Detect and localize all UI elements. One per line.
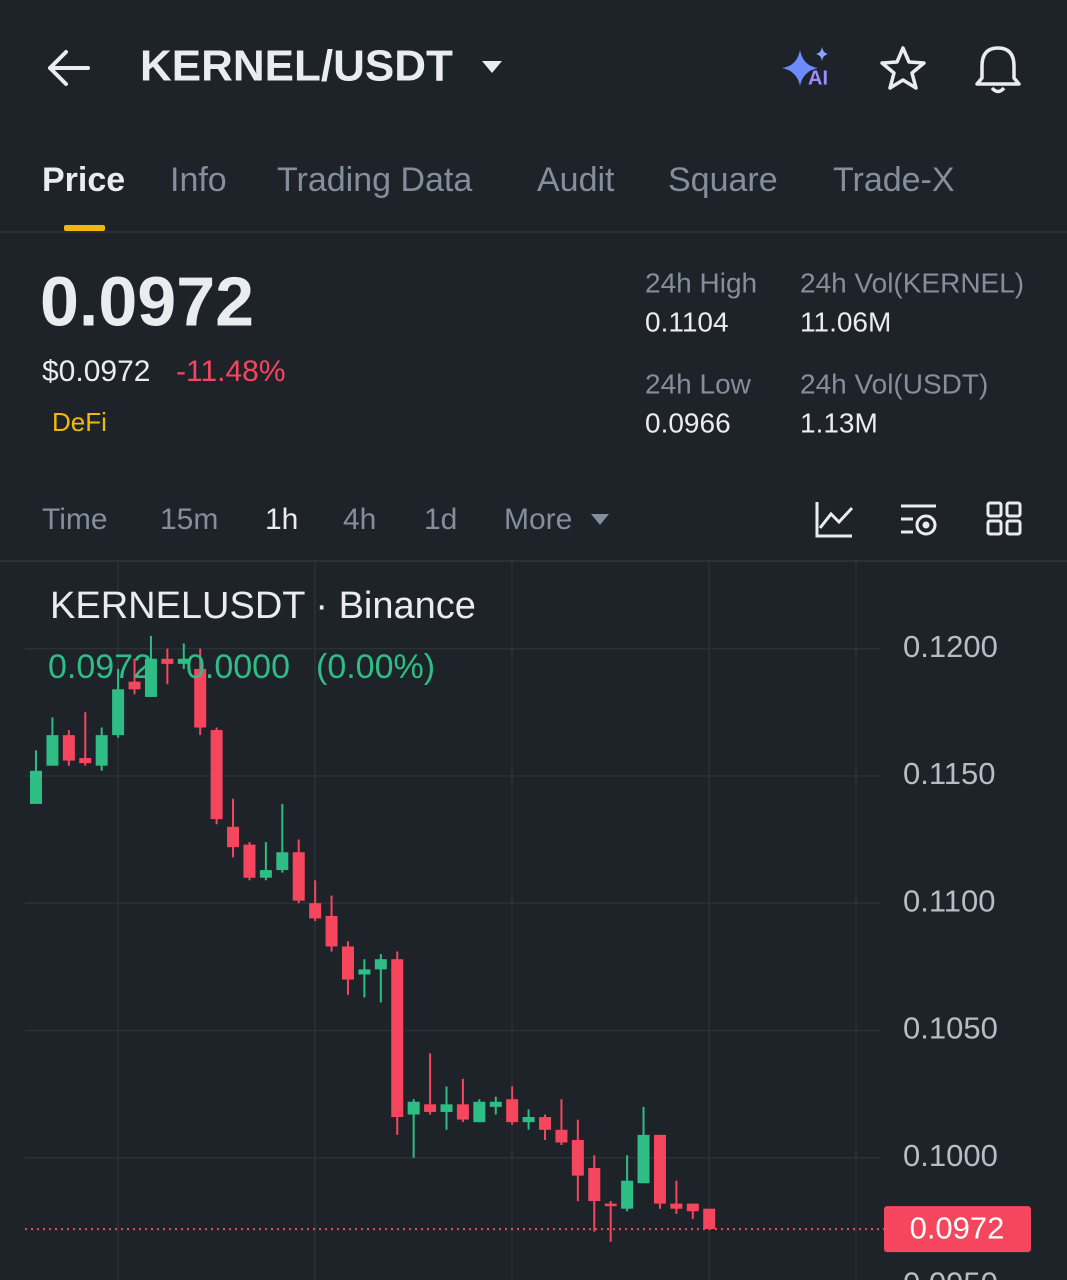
last-price-label: 0.0972 bbox=[910, 1210, 1005, 1245]
tab[interactable]: Trading Data bbox=[277, 161, 472, 199]
candle-body bbox=[489, 1101, 502, 1107]
tab[interactable]: Info bbox=[170, 161, 227, 199]
candle-body bbox=[259, 870, 272, 878]
candle-body bbox=[79, 758, 92, 764]
settings-button[interactable] bbox=[901, 504, 937, 536]
interval[interactable]: 1h bbox=[265, 503, 298, 536]
candle-body bbox=[144, 658, 157, 697]
y-tick-label: 0.1100 bbox=[903, 883, 996, 918]
candle-body bbox=[407, 1101, 420, 1115]
alert-button[interactable] bbox=[975, 46, 1021, 94]
candle-body bbox=[653, 1134, 666, 1204]
interval[interactable]: Time bbox=[42, 503, 108, 536]
candle-body bbox=[424, 1104, 437, 1112]
candle-body bbox=[637, 1134, 650, 1184]
legend-change: 0.0000 bbox=[186, 648, 290, 686]
candle-body bbox=[703, 1208, 716, 1230]
legend-close: 0.0972 bbox=[48, 648, 152, 686]
candle-body bbox=[112, 689, 125, 736]
candle-body bbox=[95, 735, 108, 766]
y-tick-label: 0.1050 bbox=[903, 1011, 998, 1046]
candle-body bbox=[440, 1104, 453, 1112]
candle-body bbox=[456, 1104, 469, 1120]
candle-body bbox=[539, 1117, 552, 1130]
candle-body bbox=[686, 1203, 699, 1212]
candle-body bbox=[243, 844, 256, 878]
tab[interactable]: Price bbox=[42, 161, 125, 199]
legend-percent: (0.00%) bbox=[316, 648, 435, 686]
interval[interactable]: More bbox=[504, 503, 572, 536]
price-change: -11.48% bbox=[176, 355, 286, 388]
stat-value: 0.0966 bbox=[645, 407, 731, 438]
ai-button[interactable]: AI bbox=[782, 47, 828, 89]
candle-body bbox=[30, 770, 42, 804]
active-tab-indicator bbox=[64, 225, 105, 231]
candle-body bbox=[670, 1203, 683, 1209]
pair-title[interactable]: KERNEL/USDT bbox=[140, 42, 453, 91]
stat-label: 24h Vol(USDT) bbox=[800, 368, 988, 399]
tab[interactable]: Trade-X bbox=[833, 161, 955, 199]
candle-body bbox=[309, 903, 322, 919]
candle-body bbox=[341, 946, 354, 980]
stat-label: 24h High bbox=[645, 267, 757, 298]
candle-body bbox=[522, 1117, 535, 1123]
layout-button[interactable] bbox=[986, 501, 1022, 536]
candle-body bbox=[571, 1139, 584, 1176]
interval[interactable]: 15m bbox=[160, 503, 218, 536]
stat-value: 1.13M bbox=[800, 407, 878, 438]
category-tag[interactable]: DeFi bbox=[52, 407, 107, 437]
candle-body bbox=[621, 1180, 634, 1209]
candle-body bbox=[128, 681, 141, 690]
candle-body bbox=[358, 969, 371, 975]
favorite-button[interactable] bbox=[880, 46, 926, 90]
interval[interactable]: 4h bbox=[343, 503, 376, 536]
candle-body bbox=[555, 1129, 568, 1143]
candle-body bbox=[194, 668, 207, 728]
candle-body bbox=[62, 735, 75, 761]
interval[interactable]: 1d bbox=[424, 503, 457, 536]
candle-body bbox=[177, 658, 190, 664]
candle-body bbox=[604, 1203, 617, 1207]
stat-label: 24h Low bbox=[645, 368, 752, 399]
stat-value: 0.1104 bbox=[645, 306, 729, 337]
candle-body bbox=[391, 959, 404, 1118]
y-tick-label: 0.1000 bbox=[903, 1138, 998, 1173]
last-price-box bbox=[884, 1206, 1031, 1253]
tab[interactable]: Audit bbox=[537, 161, 615, 199]
stat-label: 24h Vol(KERNEL) bbox=[800, 267, 1024, 298]
candle-body bbox=[276, 852, 289, 871]
indicator-button[interactable] bbox=[815, 502, 854, 538]
candle-body bbox=[374, 959, 387, 970]
candle-body bbox=[46, 735, 59, 766]
candle-body bbox=[325, 915, 338, 947]
candle-body bbox=[227, 826, 240, 848]
candle-body bbox=[161, 658, 174, 664]
y-tick-label: 0.1200 bbox=[903, 629, 998, 664]
y-tick-label: 0.1150 bbox=[903, 756, 996, 791]
candle-body bbox=[473, 1101, 486, 1123]
tab[interactable]: Square bbox=[668, 161, 778, 199]
y-tick-label: 0.0950 bbox=[903, 1265, 998, 1280]
stat-value: 11.06M bbox=[800, 306, 891, 337]
usd-price: $0.0972 bbox=[42, 355, 150, 388]
more-dropdown[interactable] bbox=[591, 514, 609, 525]
pair-dropdown[interactable] bbox=[482, 61, 502, 73]
candle-body bbox=[506, 1099, 519, 1123]
candle-body bbox=[210, 730, 223, 820]
svg-text:AI: AI bbox=[808, 67, 828, 89]
last-price: 0.0972 bbox=[40, 262, 254, 340]
back-button[interactable] bbox=[48, 50, 90, 86]
candle-body bbox=[588, 1167, 601, 1202]
chart-title: KERNELUSDT · Binance bbox=[50, 585, 476, 627]
candle-body bbox=[292, 852, 305, 901]
